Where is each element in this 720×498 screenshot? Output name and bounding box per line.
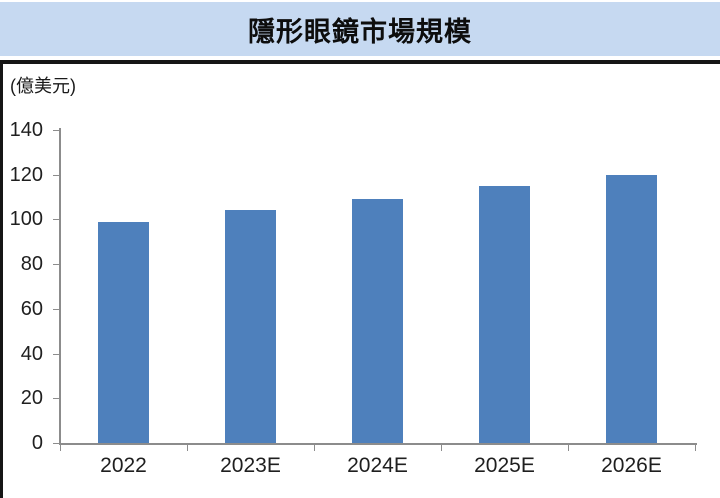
- bar-2023E: [225, 210, 276, 443]
- y-tick-mark: [53, 175, 59, 176]
- x-category-label-2023E: 2023E: [220, 454, 281, 477]
- y-tick-mark: [53, 219, 59, 220]
- x-tick-mark: [60, 445, 61, 451]
- y-tick-mark: [53, 354, 59, 355]
- y-tick-mark: [53, 309, 59, 310]
- y-tick-label: 60: [20, 298, 43, 320]
- x-tick-mark: [568, 445, 569, 451]
- x-category-label-2025E: 2025E: [474, 454, 535, 477]
- chart-title: 隱形眼鏡市場規模: [248, 16, 472, 47]
- x-category-label-2024E: 2024E: [347, 454, 408, 477]
- chart-frame-top-border: [0, 60, 720, 64]
- y-tick-mark: [53, 264, 59, 265]
- chart-frame-left-border: [0, 60, 3, 498]
- bar-2024E: [352, 199, 403, 443]
- bar-2022: [98, 222, 149, 443]
- x-category-label-2026E: 2026E: [601, 454, 662, 477]
- bar-2025E: [479, 186, 530, 443]
- y-tick-mark: [53, 130, 59, 131]
- y-axis-unit-label: (億美元): [10, 76, 76, 96]
- y-axis-line: [59, 128, 61, 445]
- y-tick-label: 40: [20, 343, 43, 365]
- y-tick-label: 100: [9, 208, 43, 230]
- x-tick-mark: [187, 445, 188, 451]
- chart-title-band: 隱形眼鏡市場規模: [0, 2, 720, 56]
- bar-2026E: [606, 175, 657, 443]
- x-category-label-2022: 2022: [100, 454, 147, 477]
- x-tick-mark: [695, 445, 696, 451]
- y-tick-label: 20: [20, 387, 43, 409]
- y-tick-mark: [53, 398, 59, 399]
- x-tick-mark: [314, 445, 315, 451]
- x-axis-line: [59, 443, 697, 445]
- y-tick-label: 120: [9, 164, 43, 186]
- y-tick-label: 140: [9, 119, 43, 141]
- y-tick-label: 0: [31, 432, 43, 454]
- x-tick-mark: [441, 445, 442, 451]
- y-tick-label: 80: [20, 253, 43, 275]
- y-tick-mark: [53, 443, 59, 444]
